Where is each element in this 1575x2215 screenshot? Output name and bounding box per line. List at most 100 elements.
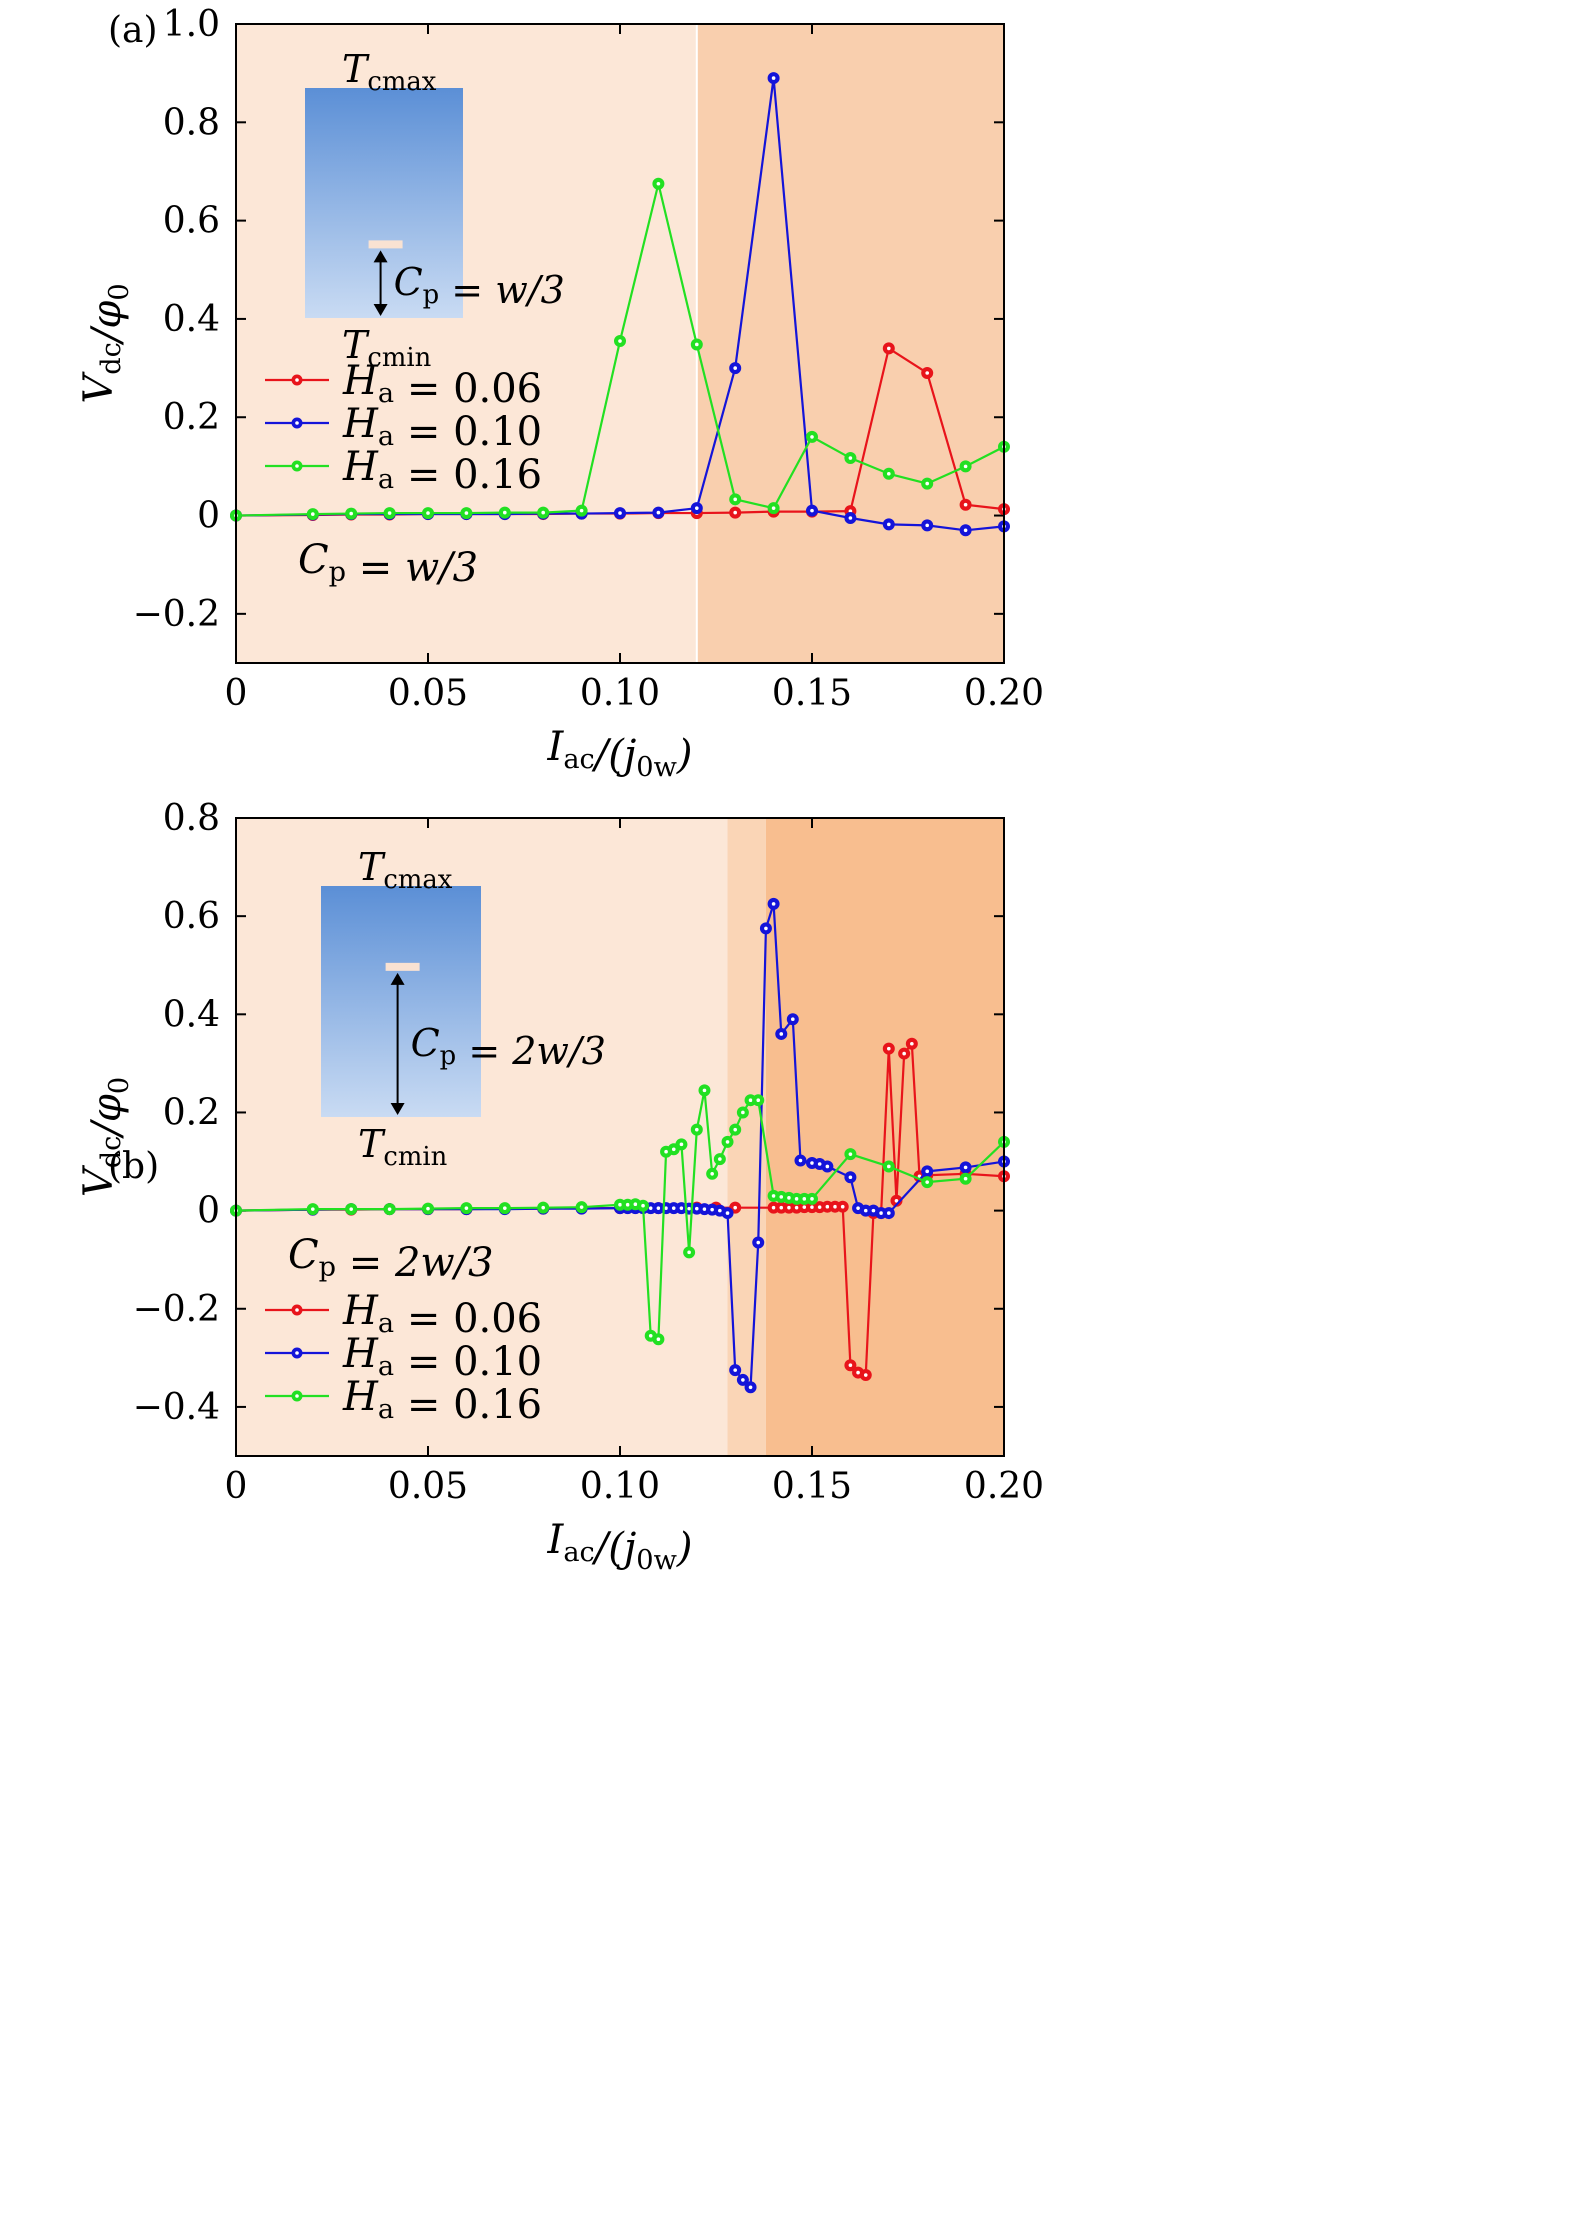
panel-b-data-point-center — [894, 1199, 899, 1203]
panel-a-legend-swatch-marker-center — [295, 464, 299, 468]
panel-b-inset-arrow-label: Cp = 2w/3 — [411, 1021, 606, 1073]
panel-b-data-point-center — [871, 1208, 876, 1213]
panel-a-legend-label: Ha = 0.10 — [342, 401, 542, 455]
panel-b-data-point-center — [748, 1385, 753, 1390]
panel-b-data-point-center — [648, 1333, 653, 1338]
panel-a-ytick-label: −0.2 — [133, 594, 220, 635]
panel-b-ytick-label: 0.6 — [163, 896, 220, 937]
panel-b-legend-label: Ha = 0.16 — [342, 1374, 542, 1428]
panel-b-inset-gradient-box — [321, 886, 481, 1117]
panel-a-xlabel: Iac/(j0w) — [547, 724, 693, 783]
panel-b-data-point-center — [848, 1152, 853, 1156]
panel-a-data-point-center — [579, 508, 584, 513]
panel-a: 0 0.05 0.10 0.15 0.20−0.200.20.40.60.81.0 (a… — [76, 4, 1044, 783]
panel-a-data-point-center — [464, 511, 469, 515]
panel-a-data-point-center — [695, 506, 699, 510]
panel-b-data-point-center — [848, 1175, 853, 1180]
panel-b-legend-swatch-marker-center — [295, 1351, 299, 1355]
panel-b-data-point-center — [311, 1207, 315, 1211]
panel-a-xtick-label: 0.15 — [772, 673, 852, 714]
panel-b-plot-frame — [235, 817, 1005, 1457]
panel-b-data-point-center — [810, 1161, 814, 1165]
panel-b-data-point-center — [464, 1206, 469, 1210]
panel-b-region-0 — [236, 818, 728, 1456]
panel-b-data-point-center — [756, 1098, 761, 1102]
panel-b-series — [230, 897, 1010, 1394]
panel-b-data-point-center — [664, 1149, 668, 1154]
panel-a-data-point-center — [656, 181, 661, 186]
panel-a-xtick-label: 0 — [225, 673, 248, 714]
panel-b-ytick-label: 0.8 — [163, 798, 220, 839]
panel-b-data-point-center — [725, 1140, 730, 1144]
panel-b-data-point-center — [710, 1172, 714, 1176]
panel-b-data-point-center — [787, 1205, 791, 1210]
panel-a-data-point-center — [771, 76, 776, 80]
panel-b-data-point-center — [349, 1207, 354, 1211]
panel-b-ytick-label: 0.4 — [163, 994, 220, 1035]
panel-b-data-point-center — [833, 1204, 837, 1209]
panel-b-data-point-center — [625, 1202, 630, 1207]
panel-a-ylabel: Vdc/φ0 — [76, 283, 135, 403]
panel-b-data-point-center — [718, 1208, 722, 1213]
panel-a-data-point-center — [771, 506, 776, 510]
panel-b-data-point-center — [848, 1363, 853, 1368]
panel-a-series — [230, 72, 1010, 537]
panel-b-legend-swatch-marker-center — [295, 1394, 299, 1398]
panel-b-data-point-center — [840, 1204, 845, 1209]
panel-a-data-point-center — [733, 510, 737, 515]
panel-b-data-point-center — [748, 1098, 753, 1102]
panel-b-data-point-center — [687, 1250, 691, 1255]
panel-b-data-point-center — [618, 1202, 622, 1207]
panel-a-data-point-center — [426, 511, 430, 515]
panel-b-data-point-center — [641, 1203, 645, 1208]
panel-b-data-point-center — [733, 1205, 737, 1210]
panel-b-data-point-center — [879, 1211, 883, 1215]
panel-a-legend-swatch-marker-center — [295, 421, 299, 425]
panel-b-data-point-center — [887, 1046, 891, 1051]
panel-b-data-point-center — [779, 1195, 784, 1199]
panel-b-data-point-center — [633, 1202, 638, 1207]
panel-a-data-point-center — [311, 512, 315, 516]
panel-b-data-point-center — [887, 1211, 891, 1215]
panel-b-data-point-center — [810, 1197, 814, 1201]
panel-b-data-point-center — [733, 1368, 737, 1372]
panel-b-inset-bottom-label: Tcmin — [358, 1122, 447, 1172]
panel-a-series-line — [235, 183, 1005, 517]
panel-b-data-point-center — [887, 1164, 891, 1169]
panel-b-data-point-center — [679, 1142, 684, 1147]
panel-b-inset-arrow-up-head — [390, 972, 405, 985]
panel-a-plot-frame — [235, 23, 1005, 664]
panel-b-data-point-center — [579, 1205, 584, 1209]
panel-b-data-point-center — [963, 1165, 968, 1170]
panel-b-data-point-center — [810, 1205, 814, 1209]
panel-a-ytick-label: 1.0 — [163, 4, 220, 45]
panel-a-data-point-center — [887, 471, 891, 476]
panel-b-data-point-center — [710, 1207, 714, 1212]
panel-a-data-point-center — [963, 502, 968, 507]
panel-b-data-point-center — [664, 1206, 668, 1210]
panel-b-data-point-center — [764, 926, 768, 931]
panel-b-data-point-center — [541, 1205, 545, 1210]
panel-b-data-point-center — [695, 1127, 699, 1132]
panel-b-data-point-center — [718, 1157, 722, 1161]
panel-b-data-point-center — [798, 1158, 803, 1163]
panel-a-annotation: Cp = w/3 — [298, 537, 478, 591]
panel-a-xtick-label: 0.05 — [388, 673, 468, 714]
panel-b-label: (b) — [108, 1146, 159, 1187]
panel-a-data-point-center — [349, 511, 354, 516]
panel-b-data-point-center — [671, 1206, 676, 1210]
panel-a-inset-arrow-up-head — [373, 250, 388, 263]
panel-a-data-point-center — [887, 522, 891, 527]
panel-b-data-point-center — [791, 1017, 795, 1022]
panel-a-data-point-center — [656, 510, 661, 515]
panel-a-label: (a) — [108, 10, 158, 51]
panel-a-legend-label: Ha = 0.06 — [342, 358, 542, 412]
panel-b-data-point-center — [656, 1206, 661, 1210]
panel-b-data-point-center — [656, 1337, 661, 1341]
panel-b-data-point-center — [695, 1206, 699, 1211]
panel-b-data-point-center — [863, 1373, 868, 1377]
panel-a-data-point-center — [925, 523, 929, 528]
